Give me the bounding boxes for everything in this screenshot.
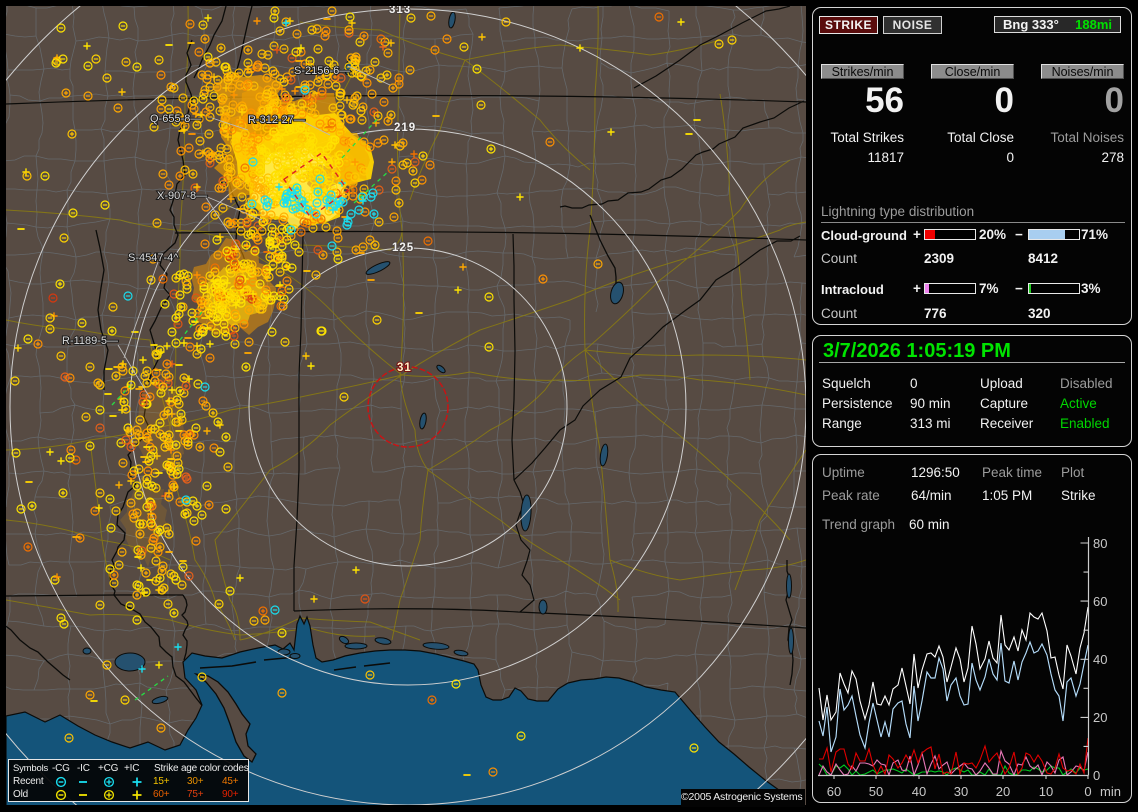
svg-text:Q-655-8—: Q-655-8— <box>150 113 201 125</box>
svg-text:20: 20 <box>1093 710 1107 725</box>
svg-text:0: 0 <box>1084 784 1091 799</box>
svg-text:10: 10 <box>1039 784 1053 799</box>
svg-text:125: 125 <box>392 242 414 254</box>
svg-text:min: min <box>1100 784 1121 799</box>
svg-text:S-2156-6—: S-2156-6— <box>294 65 350 77</box>
svg-text:40: 40 <box>912 784 926 799</box>
svg-text:R-1189-5—: R-1189-5— <box>62 335 118 347</box>
svg-text:20: 20 <box>996 784 1010 799</box>
svg-text:R-312-27—: R-312-27— <box>248 114 305 126</box>
svg-text:S-4547-4^: S-4547-4^ <box>128 252 179 264</box>
svg-text:30: 30 <box>954 784 968 799</box>
svg-text:80: 80 <box>1093 536 1107 551</box>
svg-text:50: 50 <box>869 784 883 799</box>
svg-text:40: 40 <box>1093 652 1107 667</box>
svg-text:60: 60 <box>827 784 841 799</box>
svg-text:219: 219 <box>394 122 416 134</box>
svg-text:0: 0 <box>1093 768 1100 783</box>
svg-text:60: 60 <box>1093 594 1107 609</box>
svg-text:313: 313 <box>389 4 411 16</box>
svg-text:31: 31 <box>397 362 412 374</box>
svg-text:X-907-8—: X-907-8— <box>157 190 207 202</box>
